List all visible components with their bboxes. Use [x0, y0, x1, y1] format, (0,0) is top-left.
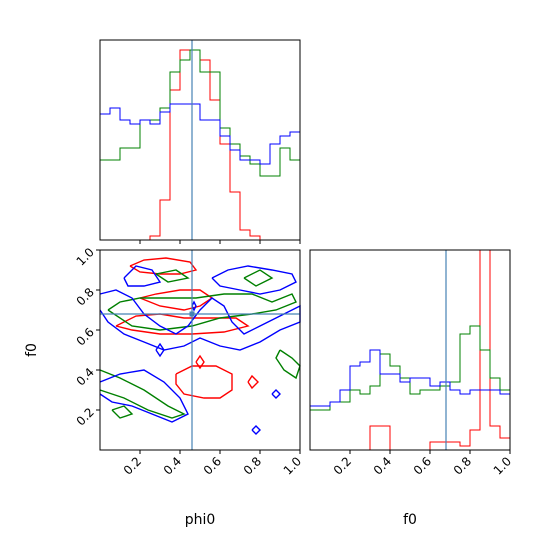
f0-histogram-frame: [309, 249, 511, 451]
joint-contour-green: [243, 269, 274, 287]
f0-histogram-blue: [309, 349, 511, 450]
phi0-histogram-red: [100, 49, 300, 241]
joint-contour-blue: [251, 425, 261, 435]
phi0-histogram-ticks: [139, 240, 301, 244]
x-axis-label-phi0: phi0: [185, 512, 216, 528]
joint-contour-green: [107, 293, 297, 331]
joint-contour-blue: [211, 265, 297, 295]
joint-contour-red: [247, 374, 259, 390]
joint-contours: [99, 257, 301, 435]
joint-contour-green: [111, 405, 134, 419]
joint-frame: [99, 249, 301, 451]
f0-histogram-green: [309, 325, 511, 450]
joint-contour-blue: [191, 300, 197, 312]
phi0-histogram-green: [99, 49, 301, 240]
joint-contour-blue: [99, 369, 189, 423]
joint-contour-green: [275, 349, 301, 380]
phi0-histogram-blue: [99, 103, 301, 240]
phi0-histogram-panel: [99, 39, 301, 244]
joint-contour-red: [175, 365, 233, 399]
joint-contour-green: [99, 369, 186, 419]
joint-contour-blue: [155, 342, 165, 358]
joint-contour-green: [155, 269, 190, 283]
joint-contour-blue: [271, 389, 281, 399]
phi0-histogram-frame: [99, 39, 301, 241]
joint-contour-blue: [123, 265, 162, 287]
joint-truth-lines: [100, 250, 300, 450]
joint-contour-red: [195, 354, 205, 370]
y-axis-label-f0: f0: [24, 343, 40, 357]
joint-contour-red: [129, 257, 198, 275]
x-axis-label-f0: f0: [403, 512, 417, 528]
joint-truth-point: [189, 311, 195, 317]
phi0-histogram-series: [99, 49, 301, 241]
